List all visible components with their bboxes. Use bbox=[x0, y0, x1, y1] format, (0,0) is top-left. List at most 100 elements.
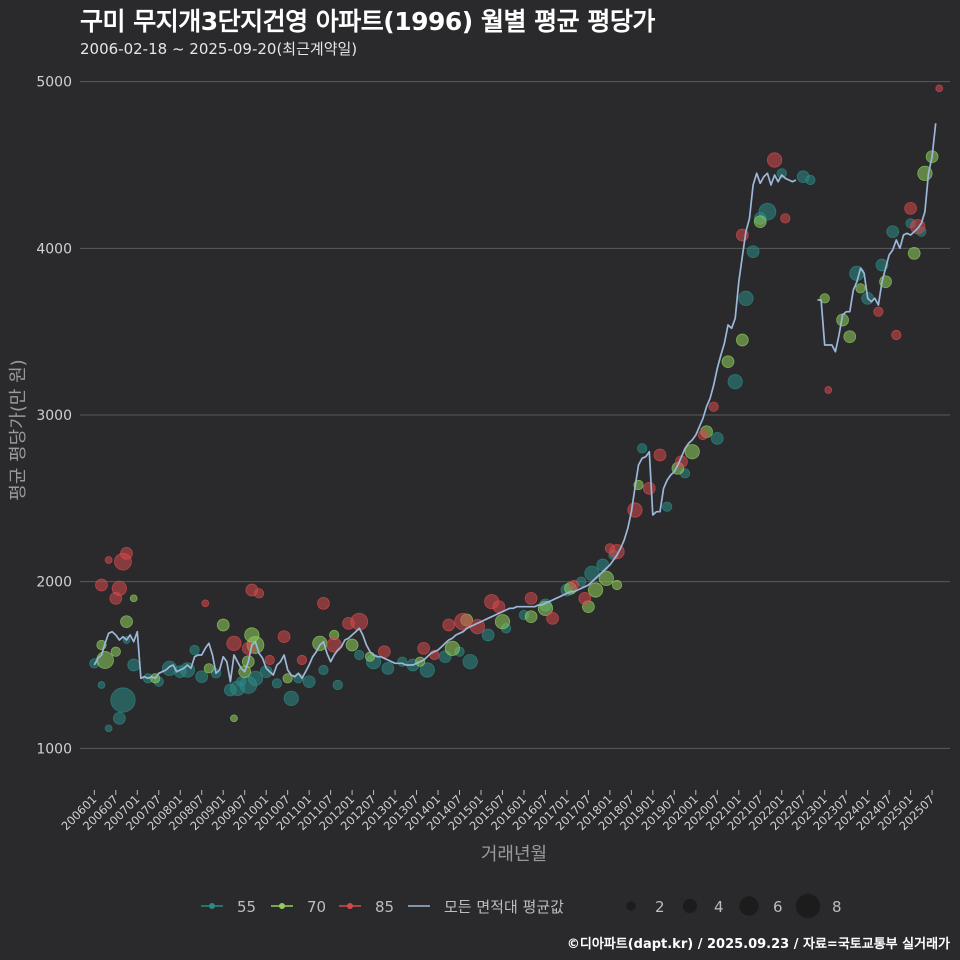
point-70 bbox=[110, 646, 121, 657]
point-70 bbox=[843, 330, 857, 344]
point-85 bbox=[642, 481, 656, 495]
legend-key-dot bbox=[347, 903, 353, 909]
point-55 bbox=[758, 202, 777, 221]
point-70 bbox=[907, 246, 921, 260]
y-tick-label: 5000 bbox=[36, 75, 72, 91]
point-55 bbox=[332, 679, 343, 691]
point-55 bbox=[271, 678, 283, 689]
point-85 bbox=[524, 591, 538, 605]
point-55 bbox=[127, 658, 141, 672]
point-55 bbox=[97, 681, 106, 689]
point-70 bbox=[444, 640, 460, 656]
legend-size-circle bbox=[682, 898, 698, 914]
y-axis-ticks: 1000 2000 3000 4000 5000 bbox=[36, 75, 72, 758]
y-tick-label: 3000 bbox=[36, 408, 72, 424]
point-55 bbox=[283, 690, 299, 706]
point-70 bbox=[230, 714, 238, 723]
point-85 bbox=[264, 654, 275, 666]
legend-label: 85 bbox=[375, 898, 394, 916]
chart-title: 구미 무지개3단지건영 아파트(1996) 월별 평균 평당가 bbox=[80, 7, 655, 36]
point-85 bbox=[111, 580, 127, 596]
point-85 bbox=[935, 84, 944, 93]
point-85 bbox=[95, 578, 108, 592]
point-85 bbox=[377, 645, 391, 659]
point-70 bbox=[819, 293, 830, 304]
legend-key-dot bbox=[279, 903, 285, 909]
point-70 bbox=[345, 638, 359, 652]
legend-size-label: 6 bbox=[773, 898, 783, 916]
point-85 bbox=[296, 654, 308, 666]
point-55 bbox=[727, 374, 743, 390]
point-55 bbox=[596, 558, 610, 572]
point-55 bbox=[776, 168, 787, 179]
point-85 bbox=[780, 213, 791, 224]
point-55 bbox=[381, 661, 395, 675]
point-55 bbox=[318, 664, 329, 676]
point-85 bbox=[104, 556, 113, 564]
legend-size-label: 8 bbox=[832, 898, 842, 916]
point-85 bbox=[253, 588, 265, 599]
point-55 bbox=[481, 628, 495, 642]
point-70 bbox=[735, 333, 749, 347]
point-55 bbox=[636, 443, 648, 454]
legend-size-label: 2 bbox=[655, 898, 665, 916]
point-85 bbox=[708, 401, 719, 412]
point-70 bbox=[494, 614, 511, 630]
average-line-layer bbox=[93, 123, 937, 683]
point-70 bbox=[587, 582, 604, 598]
point-70 bbox=[96, 651, 114, 669]
point-55 bbox=[189, 644, 200, 656]
legend-label: 55 bbox=[237, 898, 256, 916]
point-70 bbox=[129, 594, 138, 603]
x-axis-ticks: 2006012006072007012007072008012008072009… bbox=[58, 790, 937, 833]
point-55 bbox=[110, 687, 136, 713]
point-70 bbox=[203, 663, 214, 674]
point-70 bbox=[855, 283, 866, 294]
legend-size-label: 4 bbox=[714, 898, 724, 916]
legend-size-circle bbox=[739, 896, 759, 916]
point-55 bbox=[710, 431, 724, 445]
point-70 bbox=[216, 618, 230, 632]
point-70 bbox=[120, 615, 133, 629]
y-tick-label: 2000 bbox=[36, 575, 72, 591]
y-tick-label: 4000 bbox=[36, 241, 72, 257]
point-70 bbox=[598, 570, 614, 586]
point-85 bbox=[201, 599, 210, 608]
point-70 bbox=[753, 215, 767, 229]
legend-label: 70 bbox=[307, 898, 326, 916]
point-55 bbox=[419, 662, 435, 678]
source-caption: ©디아파트(dapt.kr) / 2025.09.23 / 자료=국토교통부 실… bbox=[566, 937, 950, 952]
point-85 bbox=[120, 546, 133, 560]
point-85 bbox=[454, 612, 472, 631]
point-55 bbox=[104, 724, 113, 733]
point-85 bbox=[546, 611, 559, 625]
y-tick-label: 1000 bbox=[36, 741, 72, 757]
point-85 bbox=[904, 201, 917, 215]
scatter-points bbox=[89, 84, 944, 733]
point-55 bbox=[247, 670, 264, 686]
point-85 bbox=[891, 329, 902, 341]
point-55 bbox=[746, 245, 760, 259]
point-85 bbox=[697, 429, 709, 441]
legend: 55 70 85 모든 면적대 평균값 2 4 6 8 bbox=[201, 893, 842, 919]
grid-lines bbox=[80, 81, 950, 749]
point-85 bbox=[226, 635, 242, 651]
point-85 bbox=[578, 591, 592, 605]
point-85 bbox=[326, 637, 342, 653]
point-85 bbox=[873, 306, 884, 317]
point-55 bbox=[113, 711, 126, 725]
point-85 bbox=[910, 219, 926, 235]
legend-size-circle bbox=[626, 901, 636, 911]
point-85 bbox=[350, 612, 369, 631]
point-55 bbox=[302, 675, 316, 689]
point-70 bbox=[684, 444, 700, 460]
point-70 bbox=[364, 651, 376, 662]
point-85 bbox=[568, 579, 580, 591]
y-axis-label: 평균 평당가(만 원) bbox=[8, 359, 29, 500]
point-55 bbox=[886, 225, 900, 239]
point-70 bbox=[721, 355, 735, 369]
point-55 bbox=[584, 565, 600, 581]
point-55 bbox=[354, 649, 365, 661]
point-85 bbox=[653, 448, 667, 462]
